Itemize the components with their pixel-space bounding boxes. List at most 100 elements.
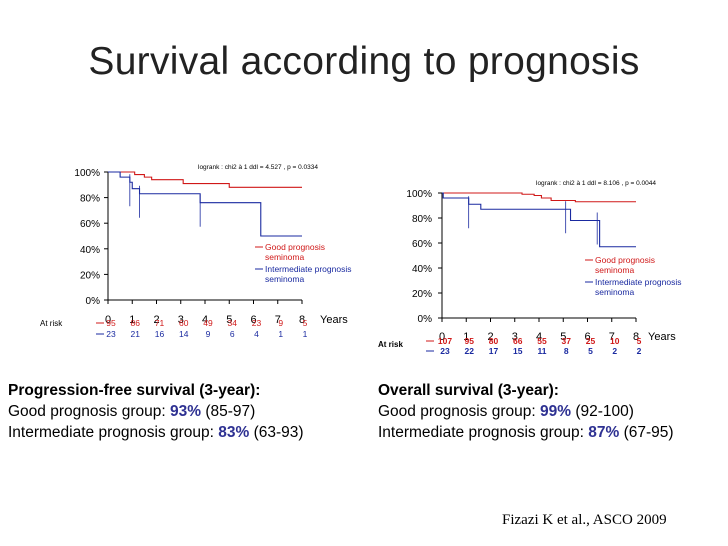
os-inter-line: Intermediate prognosis group: 87% (67-95… — [378, 422, 674, 443]
pfs-legend-label: seminoma — [265, 252, 304, 262]
os-y-tick-label: 80% — [412, 214, 432, 225]
pfs-good-line: Good prognosis group: 93% (85-97) — [8, 401, 304, 422]
pfs-at-risk-value: 14 — [179, 329, 189, 339]
os-summary: Overall survival (3-year): Good prognosi… — [378, 380, 674, 443]
pfs-at-risk-value: 49 — [203, 318, 213, 328]
pfs-inter-line: Intermediate prognosis group: 83% (63-93… — [8, 422, 304, 443]
pfs-at-risk-value: 5 — [303, 318, 308, 328]
os-x-tick-label: 3 — [512, 331, 518, 343]
pfs-at-risk-value: 60 — [179, 318, 189, 328]
os-x-tick-label: 6 — [584, 331, 590, 343]
os-y-tick-label: 40% — [412, 264, 432, 275]
os-x-tick-label: 7 — [609, 331, 615, 343]
os-at-risk-value: 80 — [489, 336, 499, 346]
os-y-tick-label: 20% — [412, 289, 432, 300]
pfs-y-tick-label: 60% — [80, 219, 100, 230]
pfs-at-risk-value: 86 — [131, 318, 141, 328]
pfs-at-risk-value: 71 — [155, 318, 165, 328]
pfs-at-risk-label: At risk — [40, 319, 63, 328]
os-inter-label: Intermediate prognosis group: — [378, 424, 584, 441]
pfs-inter-ci: (63-93) — [253, 424, 304, 441]
os-at-risk-value: 5 — [588, 346, 593, 356]
os-legend-label: seminoma — [595, 287, 634, 297]
os-at-risk-value: 25 — [586, 336, 596, 346]
os-good-pct: 99% — [540, 403, 572, 420]
pfs-at-risk-value: 1 — [278, 329, 283, 339]
os-legend-label: Good prognosis — [595, 255, 655, 265]
os-at-risk-value: 22 — [465, 346, 475, 356]
pfs-x-tick-label: 7 — [275, 314, 281, 326]
pfs-y-tick-label: 20% — [80, 270, 100, 281]
pfs-x-tick-label: 5 — [226, 314, 232, 326]
pfs-at-risk-value: 23 — [106, 329, 116, 339]
os-curve-intermediate — [442, 192, 636, 248]
os-x-tick-label: 4 — [536, 331, 542, 343]
os-at-risk-value: 10 — [610, 336, 620, 346]
pfs-x-tick-label: 0 — [105, 314, 111, 326]
os-x-axis-label: Years — [648, 331, 676, 343]
pfs-at-risk-value: 9 — [278, 318, 283, 328]
pfs-curve-good — [108, 171, 302, 188]
pfs-at-risk-value: 16 — [155, 329, 165, 339]
os-at-risk-value: 8 — [564, 346, 569, 356]
os-at-risk-value: 66 — [513, 336, 523, 346]
pfs-at-risk-value: 6 — [230, 329, 235, 339]
pfs-good-pct: 93% — [170, 403, 202, 420]
os-at-risk-value: 107 — [438, 336, 452, 346]
os-legend-label: Intermediate prognosis — [595, 277, 681, 287]
os-legend-label: seminoma — [595, 265, 634, 275]
os-y-tick-label: 100% — [406, 189, 432, 200]
os-at-risk-value: 55 — [537, 336, 547, 346]
os-at-risk-value: 11 — [538, 346, 547, 356]
pfs-x-tick-label: 2 — [153, 314, 159, 326]
pfs-at-risk-value: 1 — [303, 329, 308, 339]
os-at-risk-value: 15 — [513, 346, 523, 356]
pfs-x-tick-label: 8 — [299, 314, 305, 326]
os-at-risk-label: At risk — [378, 340, 403, 349]
pfs-x-tick-label: 1 — [129, 314, 135, 326]
os-at-risk-value: 2 — [637, 346, 642, 356]
pfs-legend-label: Good prognosis — [265, 242, 325, 252]
pfs-inter-label: Intermediate prognosis group: — [8, 424, 214, 441]
os-at-risk-value: 37 — [562, 336, 572, 346]
pfs-x-axis-label: Years — [320, 314, 348, 326]
os-good-ci: (92-100) — [575, 403, 634, 420]
pfs-at-risk-value: 4 — [254, 329, 259, 339]
pfs-at-risk-value: 34 — [228, 318, 238, 328]
pfs-good-label: Good prognosis group: — [8, 403, 166, 420]
slide-title: Survival according to prognosis — [88, 40, 640, 83]
pfs-x-tick-label: 3 — [178, 314, 184, 326]
pfs-logrank-label: logrank : chi2 à 1 ddl = 4.527 , p = 0.0… — [198, 164, 318, 171]
pfs-at-risk-value: 21 — [131, 329, 141, 339]
pfs-good-ci: (85-97) — [205, 403, 256, 420]
pfs-heading: Progression-free survival (3-year): — [8, 382, 261, 399]
os-x-tick-label: 1 — [463, 331, 469, 343]
os-at-risk-value: 17 — [489, 346, 499, 356]
os-at-risk-value: 5 — [637, 336, 642, 346]
pfs-at-risk-value: 23 — [252, 318, 262, 328]
pfs-x-tick-label: 6 — [250, 314, 256, 326]
pfs-y-tick-label: 0% — [86, 296, 101, 307]
pfs-summary: Progression-free survival (3-year): Good… — [8, 380, 304, 443]
pfs-inter-pct: 83% — [218, 424, 250, 441]
pfs-x-tick-label: 4 — [202, 314, 208, 326]
os-good-line: Good prognosis group: 99% (92-100) — [378, 401, 674, 422]
pfs-legend-label: seminoma — [265, 274, 304, 284]
pfs-curve-intermediate — [108, 171, 302, 237]
os-curve-good — [442, 192, 636, 203]
os-inter-pct: 87% — [588, 424, 620, 441]
pfs-y-tick-label: 80% — [80, 194, 100, 205]
os-x-tick-label: 0 — [439, 331, 445, 343]
os-at-risk-value: 2 — [612, 346, 617, 356]
os-logrank-label: logrank : chi2 à 1 ddl = 8.106 , p = 0.0… — [536, 180, 656, 187]
os-at-risk-value: 23 — [440, 346, 450, 356]
os-x-tick-label: 2 — [487, 331, 493, 343]
os-y-tick-label: 0% — [418, 314, 433, 325]
os-x-tick-label: 5 — [560, 331, 566, 343]
os-inter-ci: (67-95) — [623, 424, 674, 441]
pfs-at-risk-value: 95 — [106, 318, 116, 328]
os-at-risk-value: 95 — [465, 336, 475, 346]
os-x-tick-label: 8 — [633, 331, 639, 343]
citation: Fizazi K et al., ASCO 2009 — [502, 512, 667, 528]
